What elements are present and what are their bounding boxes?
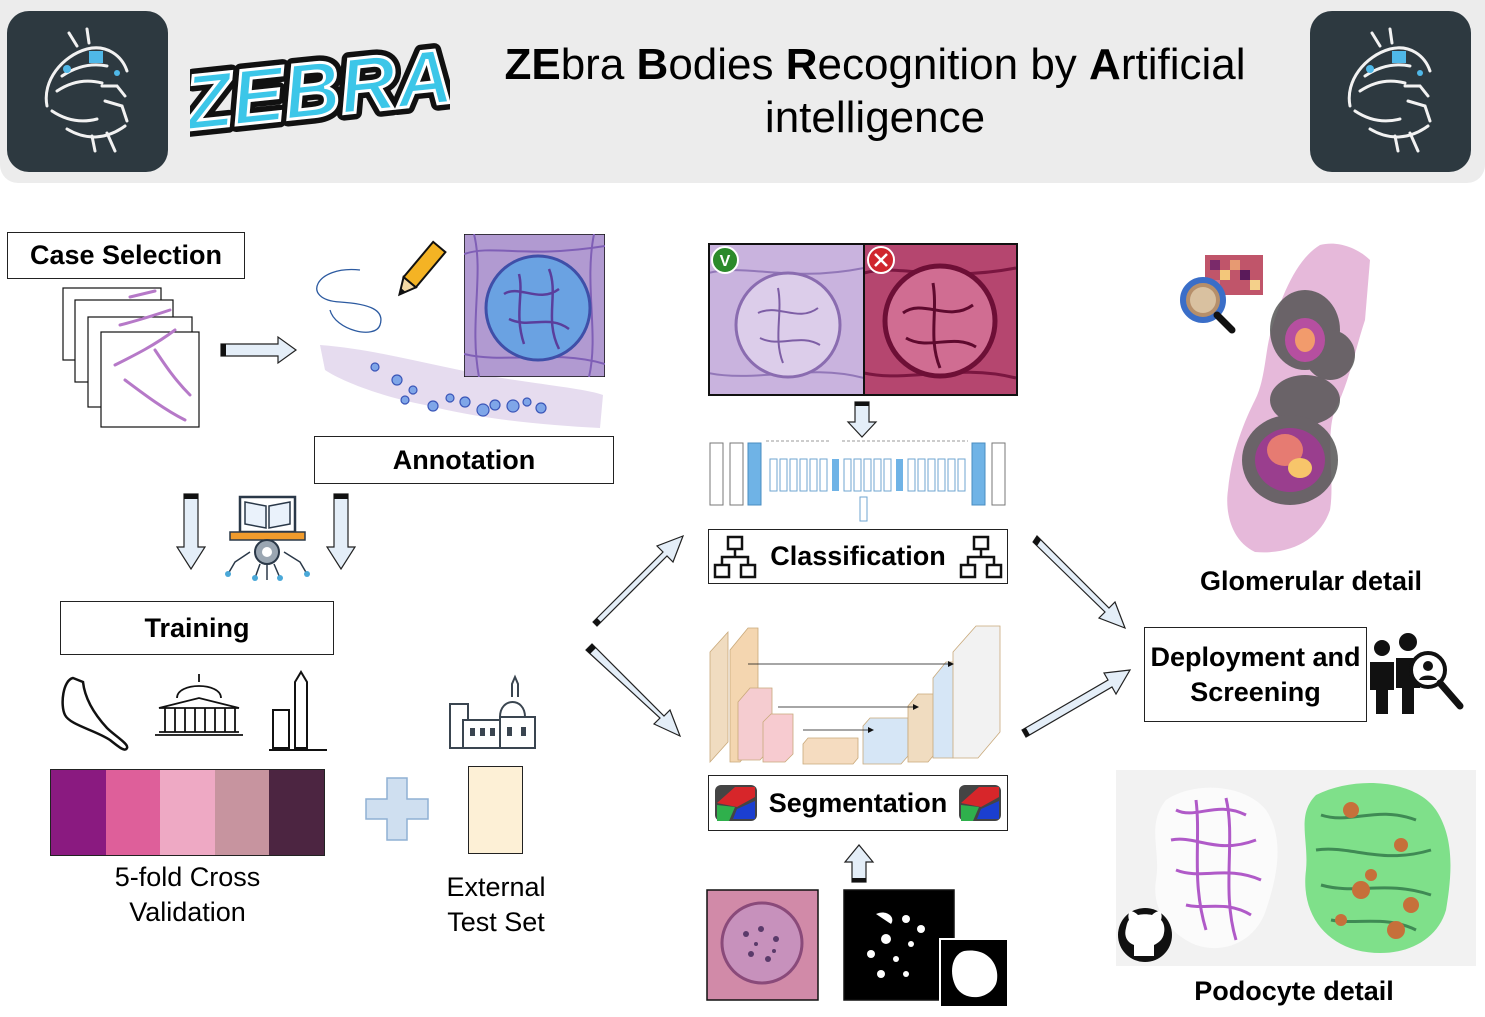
arrow-up-small xyxy=(843,844,875,883)
segmentation-label: Segmentation xyxy=(768,787,948,818)
fold-4 xyxy=(214,770,270,855)
header-banner xyxy=(0,0,1485,183)
zebra-logo: ZEBRA ZEBRA xyxy=(171,24,463,154)
fold-3 xyxy=(160,770,215,855)
people-search-icon xyxy=(1370,633,1464,714)
title-part: ZE xyxy=(504,40,561,89)
title-part: A xyxy=(1089,40,1121,89)
classification-network xyxy=(709,440,1006,522)
slide-stack xyxy=(62,287,200,428)
arrow-right-1 xyxy=(220,335,298,365)
glomerulus-annotation-image xyxy=(464,234,605,377)
arrow-down-1 xyxy=(175,493,207,571)
case-selection-label: Case Selection xyxy=(7,232,245,279)
glomerular-heatmap xyxy=(1180,243,1370,553)
network-icon-right xyxy=(959,535,1003,578)
arrow-up-right xyxy=(592,534,685,627)
title-part: B xyxy=(636,40,669,89)
podocyte-images xyxy=(1116,770,1476,966)
zebra-circuit-icon xyxy=(7,11,168,172)
title-part: odies xyxy=(668,40,786,89)
plus-icon xyxy=(365,777,429,841)
training-label: Training xyxy=(60,601,334,655)
arrow-down-small-1 xyxy=(846,401,878,438)
title-part: ecognition by xyxy=(817,40,1090,89)
landmark-icons xyxy=(61,670,327,751)
deployment-label: Deployment and Screening xyxy=(1144,627,1367,722)
network-icon xyxy=(713,535,757,578)
book-gear-icon xyxy=(225,495,310,581)
fold-2 xyxy=(105,770,161,855)
annotation-label: Annotation xyxy=(314,436,614,484)
segmentation-icon-right xyxy=(959,785,1001,821)
title-part: rtificial intelligence xyxy=(764,40,1246,142)
fold-1 xyxy=(51,770,106,855)
title-part: bra xyxy=(560,40,637,89)
annotation-tissue xyxy=(316,240,603,428)
external-test-set-label: External Test Set xyxy=(446,872,546,937)
cross-validation-label: 5-fold Cross Validation xyxy=(114,862,261,927)
page-title: ZEbra Bodies Recognition by Artificial i… xyxy=(470,38,1280,144)
zebra-circuit-icon-right xyxy=(1310,11,1471,172)
podocyte-detail-label: Podocyte detail xyxy=(1194,976,1394,1006)
classification-label: Classification xyxy=(770,541,946,571)
glomerular-detail-label: Glomerular detail xyxy=(1199,566,1423,596)
arrow-down-2 xyxy=(325,493,357,571)
svg-text:V: V xyxy=(720,253,731,270)
arrow-down-right xyxy=(585,643,682,738)
segmentation-unet xyxy=(709,625,1001,765)
external-test-swatch xyxy=(468,766,523,854)
svg-text:ZEBRA: ZEBRA xyxy=(190,31,450,147)
arrow-to-deployment-1 xyxy=(1032,535,1127,630)
arrow-to-deployment-2 xyxy=(1021,669,1132,738)
title-part: R xyxy=(785,40,818,89)
segmentation-inputs xyxy=(706,889,1009,1008)
segmentation-box: Segmentation xyxy=(708,775,1008,831)
church-icon xyxy=(449,674,536,749)
classification-box: Classification xyxy=(708,529,1008,584)
segmentation-icon xyxy=(715,785,757,821)
fold-5 xyxy=(269,770,324,855)
cross-validation-folds xyxy=(50,769,325,856)
classification-examples: V xyxy=(708,243,1018,396)
